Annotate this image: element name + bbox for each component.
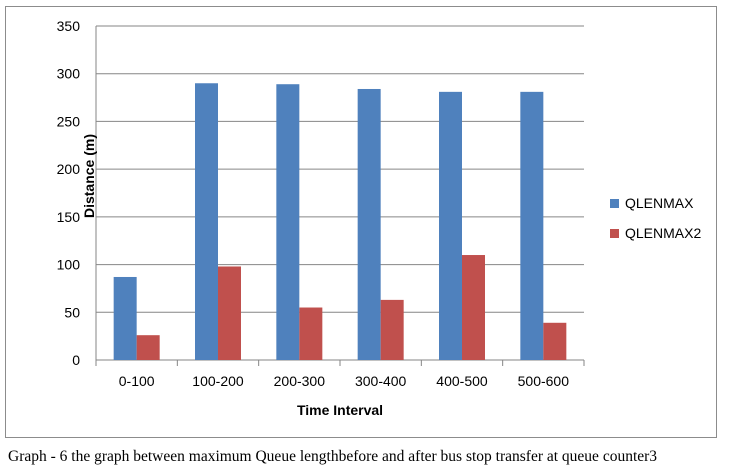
bar-qlenmax-100-200	[195, 83, 218, 360]
bar-qlenmax-200-300	[276, 84, 300, 360]
y-tick-label-200: 200	[57, 161, 81, 177]
bar-qlenmax2-100-200	[218, 266, 241, 360]
y-tick-label-50: 50	[64, 304, 80, 320]
y-tick-label-0: 0	[72, 352, 80, 368]
x-tick-label-100-200: 100-200	[192, 373, 244, 389]
x-tick-label-300-400: 300-400	[355, 373, 407, 389]
bar-qlenmax-300-400	[357, 88, 381, 361]
bar-qlenmax-500-600	[520, 91, 544, 361]
legend-swatch-qlenmax2	[610, 229, 619, 238]
y-axis-title: Distance (m)	[81, 134, 97, 218]
legend-label-qlenmax: QLENMAX	[625, 195, 694, 211]
figure-caption: Graph - 6 the graph between maximum Queu…	[8, 448, 658, 465]
bar-chart: 0 50 100 150 200 250 300 350 0-100 100-200 200-300…	[57, 18, 702, 418]
bar-qlenmax2-0-100	[136, 335, 160, 360]
bar-qlenmax-400-500	[439, 91, 462, 361]
y-tick-label-250: 250	[57, 113, 81, 129]
x-tick-label-0-100: 0-100	[119, 373, 155, 389]
y-tick-label-150: 150	[57, 209, 81, 225]
bar-qlenmax2-300-400	[380, 299, 404, 360]
bar-qlenmax-0-100	[113, 276, 137, 360]
x-tick-label-500-600: 500-600	[518, 373, 570, 389]
bar-qlenmax2-200-300	[299, 307, 323, 360]
bar-qlenmax2-400-500	[462, 255, 485, 360]
x-axis-title: Time Interval	[297, 402, 383, 418]
y-tick-label-350: 350	[57, 18, 81, 34]
x-tick-label-400-500: 400-500	[436, 373, 488, 389]
y-tick-label-300: 300	[57, 66, 81, 82]
x-tick-label-200-300: 200-300	[274, 373, 326, 389]
y-tick-label-100: 100	[57, 257, 81, 273]
legend-swatch-qlenmax	[610, 199, 619, 208]
legend-label-qlenmax2: QLENMAX2	[625, 225, 701, 241]
bar-qlenmax2-500-600	[543, 322, 567, 360]
